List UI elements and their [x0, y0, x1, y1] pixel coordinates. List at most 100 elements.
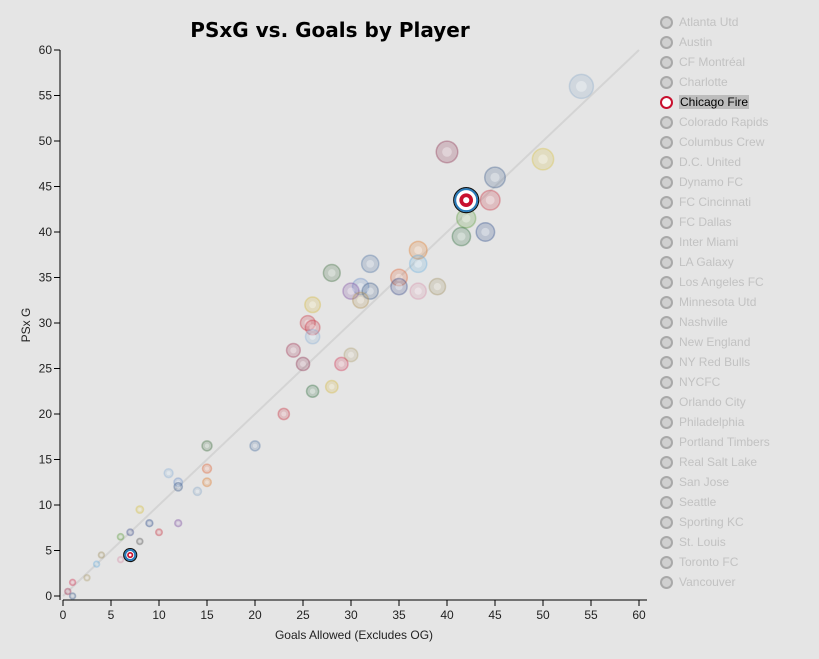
data-point[interactable] — [135, 505, 145, 515]
data-point[interactable] — [163, 467, 174, 479]
crest-center — [328, 269, 336, 277]
crest-center — [395, 282, 403, 291]
data-point[interactable] — [389, 268, 409, 287]
legend-item[interactable]: NYCFC — [660, 372, 815, 392]
data-point[interactable] — [83, 574, 91, 582]
data-point[interactable] — [64, 587, 72, 596]
legend-item[interactable]: Seattle — [660, 492, 815, 512]
legend-item[interactable]: Nashville — [660, 312, 815, 332]
data-point[interactable] — [352, 291, 370, 309]
data-point[interactable] — [451, 226, 472, 247]
crest-center — [300, 360, 306, 367]
data-point[interactable] — [192, 486, 203, 497]
crest-center — [490, 172, 500, 183]
legend-item[interactable]: Chicago Fire — [660, 92, 815, 112]
data-point[interactable] — [334, 356, 349, 372]
legend-item[interactable]: Atlanta Utd — [660, 12, 815, 32]
team-crest-icon — [660, 575, 673, 589]
data-point[interactable] — [201, 463, 213, 474]
data-point[interactable] — [116, 532, 125, 541]
legend-item[interactable]: Austin — [660, 32, 815, 52]
data-point[interactable] — [324, 379, 339, 394]
x-tick-label: 40 — [440, 608, 454, 622]
data-point[interactable] — [351, 277, 370, 296]
data-point[interactable] — [475, 222, 496, 242]
data-point[interactable] — [390, 277, 408, 296]
data-point[interactable] — [455, 208, 477, 229]
data-point[interactable] — [299, 314, 316, 332]
data-point[interactable] — [295, 356, 311, 372]
data-point[interactable] — [305, 384, 320, 399]
legend-item[interactable]: San Jose — [660, 472, 815, 492]
legend-item[interactable]: Portland Timbers — [660, 432, 815, 452]
data-point[interactable] — [285, 342, 302, 358]
legend-item[interactable]: St. Louis — [660, 532, 815, 552]
legend-label: Colorado Rapids — [679, 115, 769, 129]
data-point[interactable] — [92, 560, 101, 568]
data-point[interactable] — [116, 555, 125, 564]
legend-item[interactable]: FC Cincinnati — [660, 192, 815, 212]
data-point[interactable] — [97, 551, 106, 559]
data-point[interactable] — [202, 477, 212, 488]
legend-item[interactable]: Dynamo FC — [660, 172, 815, 192]
data-point[interactable] — [126, 528, 135, 537]
data-point[interactable] — [173, 481, 184, 492]
data-point[interactable] — [360, 254, 380, 274]
data-point[interactable] — [174, 519, 183, 528]
legend-item[interactable]: Los Angeles FC — [660, 272, 815, 292]
legend-item[interactable]: D.C. United — [660, 152, 815, 172]
data-point[interactable] — [568, 73, 595, 100]
data-point[interactable] — [68, 592, 77, 600]
data-point[interactable] — [145, 519, 154, 528]
data-point[interactable] — [249, 440, 261, 452]
legend-item[interactable]: Philadelphia — [660, 412, 815, 432]
legend-item[interactable]: Columbus Crew — [660, 132, 815, 152]
data-point[interactable] — [322, 263, 341, 283]
legend-item[interactable]: Orlando City — [660, 392, 815, 412]
legend-label: Atlanta Utd — [679, 15, 739, 29]
legend-item[interactable]: Toronto FC — [660, 552, 815, 572]
data-point[interactable] — [304, 328, 321, 345]
data-point[interactable] — [479, 189, 501, 211]
data-point[interactable] — [304, 319, 321, 336]
data-point[interactable] — [277, 407, 291, 421]
legend-item[interactable]: Real Salt Lake — [660, 452, 815, 472]
data-point[interactable] — [428, 277, 447, 296]
data-point[interactable] — [483, 166, 507, 189]
legend-item[interactable]: FC Dallas — [660, 212, 815, 232]
legend-item[interactable]: Charlotte — [660, 72, 815, 92]
data-point[interactable] — [409, 282, 427, 300]
team-crest-icon — [660, 215, 673, 229]
data-point[interactable] — [173, 477, 184, 488]
data-point[interactable] — [201, 440, 213, 452]
crest-center — [95, 562, 98, 566]
highlighted-point[interactable] — [453, 187, 480, 214]
x-axis: 0 5 10 15 20 25 30 35 40 45 50 55 60 — [60, 599, 647, 622]
data-point[interactable] — [342, 282, 360, 300]
team-crest-marker — [277, 407, 291, 421]
team-crest-marker — [304, 296, 322, 314]
highlighted-point[interactable] — [123, 547, 138, 563]
legend-item[interactable]: Inter Miami — [660, 232, 815, 252]
legend-item[interactable]: New England — [660, 332, 815, 352]
legend-label: FC Cincinnati — [679, 195, 752, 209]
legend-item[interactable]: NY Red Bulls — [660, 352, 815, 372]
data-point[interactable] — [343, 347, 359, 363]
data-point[interactable] — [361, 282, 379, 300]
data-point[interactable] — [304, 296, 322, 314]
legend-item[interactable]: Colorado Rapids — [660, 112, 815, 132]
legend-item[interactable]: LA Galaxy — [660, 252, 815, 272]
data-point[interactable] — [408, 254, 428, 274]
legend-item[interactable]: Sporting KC — [660, 512, 815, 532]
data-point[interactable] — [531, 147, 555, 171]
legend-item[interactable]: Minnesota Utd — [660, 292, 815, 312]
data-point[interactable] — [408, 240, 428, 260]
data-point[interactable] — [435, 140, 459, 164]
team-crest-marker — [435, 140, 459, 164]
data-point[interactable] — [154, 528, 164, 537]
legend-item[interactable]: CF Montréal — [660, 52, 815, 72]
data-point[interactable] — [68, 578, 77, 587]
legend-item[interactable]: Vancouver — [660, 572, 815, 592]
data-point[interactable] — [135, 537, 144, 546]
team-crest-marker — [408, 240, 428, 260]
